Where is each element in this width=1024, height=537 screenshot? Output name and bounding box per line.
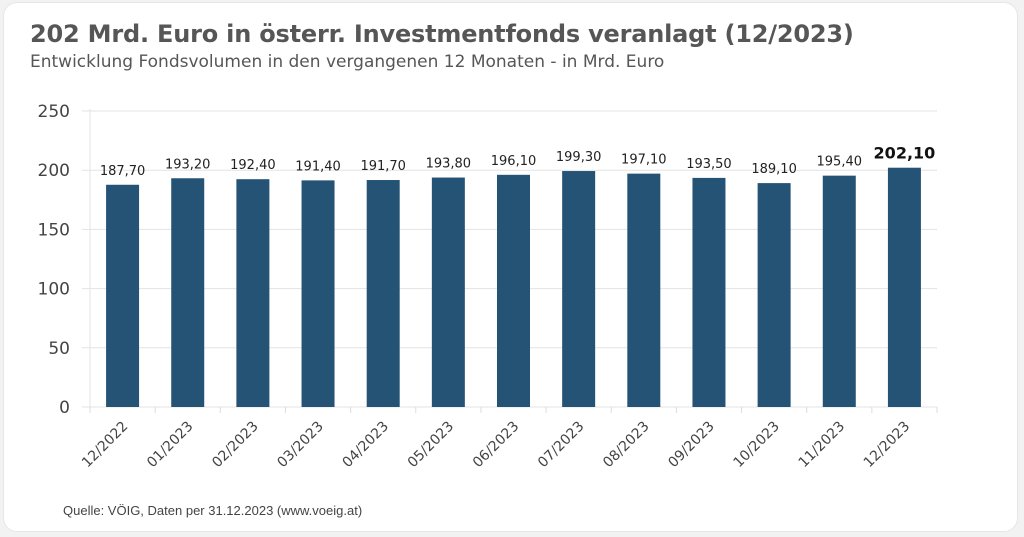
x-tick-label: 09/2023 [665,419,717,471]
x-tick-label: 11/2023 [796,419,848,471]
data-label: 192,40 [230,158,276,173]
bar [757,183,791,407]
y-axis: 0 50 100 150 200 250 [38,102,91,418]
x-tick-label: 07/2023 [535,419,587,471]
x-axis: 12/2022 01/2023 02/2023 03/2023 04/2023 05/20… [79,407,938,471]
y-tick-label: 250 [38,102,70,122]
chart-title: 202 Mrd. Euro in österr. Investmentfonds… [30,20,854,48]
bar [106,184,140,407]
x-tick-label: 03/2023 [274,419,326,471]
bar [562,171,596,407]
x-tick-label: 04/2023 [340,419,392,471]
data-label: 189,10 [751,162,797,177]
data-label: 187,70 [100,164,146,179]
x-tick-label: 12/2023 [861,419,913,471]
bar [692,177,726,407]
data-label: 193,50 [686,157,732,172]
y-tick-label: 150 [38,220,70,240]
bar [431,177,465,407]
bar [171,178,205,407]
data-label: 196,10 [491,154,537,169]
bar [497,174,530,407]
bar [301,180,335,407]
x-tick-label: 05/2023 [405,419,457,471]
chart-subtitle: Entwicklung Fondsvolumen in den vergange… [30,52,665,72]
source-note: Quelle: VÖIG, Daten per 31.12.2023 (www.… [63,503,363,518]
bar [236,179,270,407]
bar [822,175,856,407]
x-tick-label: 10/2023 [730,419,782,471]
data-label: 193,20 [165,157,211,172]
x-tick-label: 02/2023 [209,419,261,471]
y-tick-label: 50 [48,339,70,359]
data-label: 202,10 [874,144,936,163]
x-tick-label: 01/2023 [144,419,196,471]
data-label: 191,40 [295,159,341,174]
data-label: 197,10 [621,153,667,168]
data-label: 191,70 [360,159,406,174]
bars [106,167,921,407]
x-tick-label: 06/2023 [470,419,522,471]
y-tick-label: 200 [38,161,70,181]
bar [366,180,400,407]
x-tick-label: 12/2022 [79,419,131,471]
data-label: 193,80 [426,157,472,172]
bar [887,167,921,407]
x-tick-label: 08/2023 [600,419,652,471]
data-label: 199,30 [556,150,602,165]
bar [627,173,661,407]
data-labels: 187,70 193,20 192,40 191,40 191,70 193,80 196,… [100,144,935,179]
y-tick-label: 0 [59,398,70,418]
y-tick-label: 100 [38,280,70,300]
data-label: 195,40 [817,155,863,170]
